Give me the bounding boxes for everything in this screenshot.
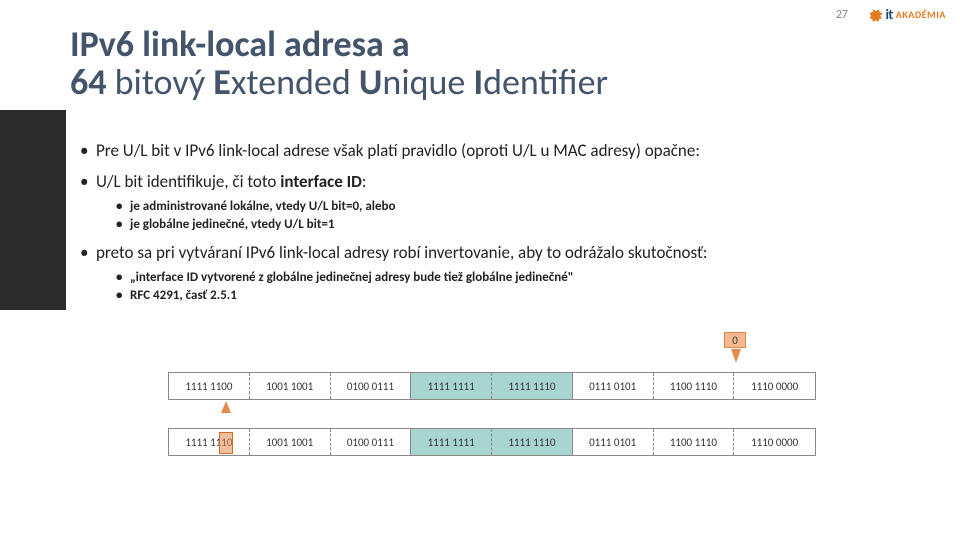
title-xtended: xtended: [231, 60, 359, 104]
logo: it AKADÉMIA: [867, 6, 946, 23]
title-64: 64: [70, 60, 107, 104]
title-bitovy: bitový: [107, 60, 214, 104]
title-u: U: [359, 60, 383, 104]
r2c3: 0100 0111: [331, 429, 412, 455]
title-i: I: [473, 60, 483, 104]
bullet-3-text: preto sa pri vytváraní IPv6 link-local a…: [96, 242, 707, 263]
logo-text-it: it: [885, 6, 892, 23]
bullet-2b: interface ID: [280, 171, 362, 192]
gear-icon: [867, 7, 883, 23]
bullet-2c: :: [362, 171, 367, 192]
sub-bullet-3: „interface ID vytvorené z globálne jedin…: [116, 269, 920, 287]
r2c1: 1111 1110: [169, 429, 250, 455]
r2c5: 1111 1110: [492, 429, 573, 455]
r1c6: 0111 0101: [573, 373, 654, 399]
title-line-2: 64 bitový Extended Unique Identifier: [70, 64, 608, 102]
logo-text-akademia: AKADÉMIA: [896, 8, 946, 21]
eui64-diagram: 1111 1100 1001 1001 0100 0111 1111 1111 …: [168, 372, 816, 484]
r2c4: 1111 1111: [411, 429, 492, 455]
flip-bit-box: 0: [724, 332, 746, 348]
r1c3: 0100 0111: [331, 373, 412, 399]
slide-title: IPv6 link-local adresa a 64 bitový Exten…: [70, 26, 608, 102]
r1c5: 1111 1110: [492, 373, 573, 399]
page-number: 27: [836, 8, 848, 22]
diagram-row-2: 1111 1110 1001 1001 0100 0111 1111 1111 …: [168, 428, 816, 456]
arrow-down-icon: [731, 349, 741, 363]
r2c2: 1001 1001: [250, 429, 331, 455]
bullet-2: U/L bit identifikuje, či toto interface …: [80, 171, 920, 234]
bullet-1: Pre U/L bit v IPv6 link-local adrese vša…: [80, 140, 920, 163]
title-e: E: [213, 60, 231, 104]
title-dentifier: dentifier: [483, 60, 608, 104]
diagram-row-1: 1111 1100 1001 1001 0100 0111 1111 1111 …: [168, 372, 816, 400]
r2c7: 1100 1110: [654, 429, 735, 455]
r2c8: 1110 0000: [734, 429, 815, 455]
side-black-bar: [0, 110, 66, 310]
bullet-3: preto sa pri vytváraní IPv6 link-local a…: [80, 242, 920, 305]
sub-bullet-2: je globálne jedinečné, vtedy U/L bit=1: [116, 216, 920, 234]
r1c7: 1100 1110: [654, 373, 735, 399]
sub-bullet-4: RFC 4291, časť 2.5.1: [116, 287, 920, 305]
title-nique: nique: [382, 60, 473, 104]
bullet-2a: U/L bit identifikuje, či toto: [96, 171, 280, 192]
sub-bullet-1: je administrované lokálne, vtedy U/L bit…: [116, 198, 920, 216]
content-area: Pre U/L bit v IPv6 link-local adrese vša…: [80, 140, 920, 314]
r1c4: 1111 1111: [411, 373, 492, 399]
r1c2: 1001 1001: [250, 373, 331, 399]
arrow-up-icon: [221, 401, 231, 413]
r1c8: 1110 0000: [734, 373, 815, 399]
title-line-1: IPv6 link-local adresa a: [70, 26, 608, 64]
r1c1: 1111 1100: [169, 373, 250, 399]
r2c6: 0111 0101: [573, 429, 654, 455]
